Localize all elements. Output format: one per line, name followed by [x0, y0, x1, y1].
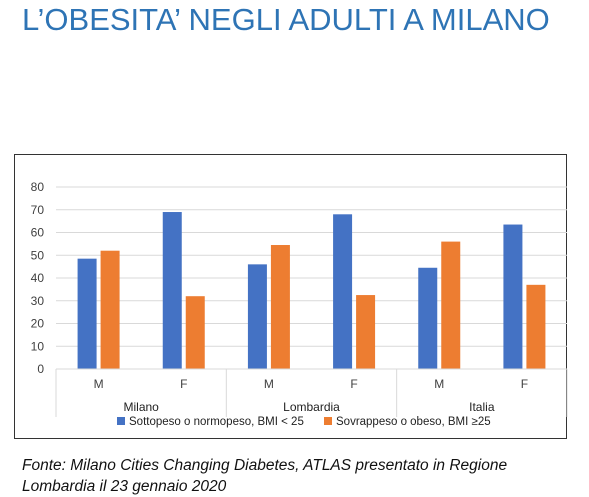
y-tick-label: 30: [31, 294, 45, 308]
bar-chart: 0 10 20 30 40 50 60 70 80 M F M F M F Milano Lombardia It…: [31, 180, 568, 428]
bar-blue: [333, 214, 353, 369]
y-tick-label: 60: [31, 226, 45, 240]
source-line-1: Fonte: Milano Cities Changing Diabetes, …: [22, 457, 508, 474]
legend-swatch-blue: [117, 417, 125, 425]
y-tick-label: 10: [31, 339, 45, 353]
x-category-label: F: [521, 377, 528, 391]
bar-blue: [418, 267, 438, 369]
y-tick-label: 40: [31, 271, 45, 285]
y-tick-label: 70: [31, 203, 45, 217]
bar-orange: [441, 241, 461, 369]
bar-orange: [185, 296, 205, 369]
chart-frame: 0 10 20 30 40 50 60 70 80 M F M F M F Milano Lombardia It…: [14, 154, 568, 439]
source-note: Fonte: Milano Cities Changing Diabetes, …: [22, 455, 582, 497]
bar-orange: [270, 245, 290, 369]
x-group-label: Lombardia: [283, 400, 340, 414]
bar-blue: [503, 224, 523, 369]
x-category-label: M: [264, 377, 274, 391]
x-category-label: M: [94, 377, 104, 391]
y-tick-label: 80: [31, 180, 45, 194]
source-line-2: Lombardia il 23 gennaio 2020: [22, 478, 227, 495]
bar-blue: [77, 258, 97, 369]
legend-label-blue: Sottopeso o normopeso, BMI < 25: [129, 416, 304, 428]
slide-title: L’OBESITA’ NEGLI ADULTI A MILANO: [22, 2, 550, 37]
bar-blue: [247, 264, 267, 369]
y-tick-label: 50: [31, 248, 45, 262]
bar-orange: [356, 295, 376, 369]
legend-swatch-orange: [324, 417, 332, 425]
y-tick-label: 0: [37, 362, 44, 376]
y-tick-label: 20: [31, 317, 45, 331]
bar-blue: [162, 212, 182, 369]
bar-orange: [100, 250, 120, 369]
bar-orange: [526, 284, 546, 369]
x-category-label: M: [434, 377, 444, 391]
legend-label-orange: Sovrappeso o obeso, BMI ≥25: [336, 416, 491, 428]
x-category-label: F: [350, 377, 357, 391]
x-group-label: Milano: [123, 400, 159, 414]
x-group-label: Italia: [469, 400, 495, 414]
x-category-label: F: [180, 377, 187, 391]
